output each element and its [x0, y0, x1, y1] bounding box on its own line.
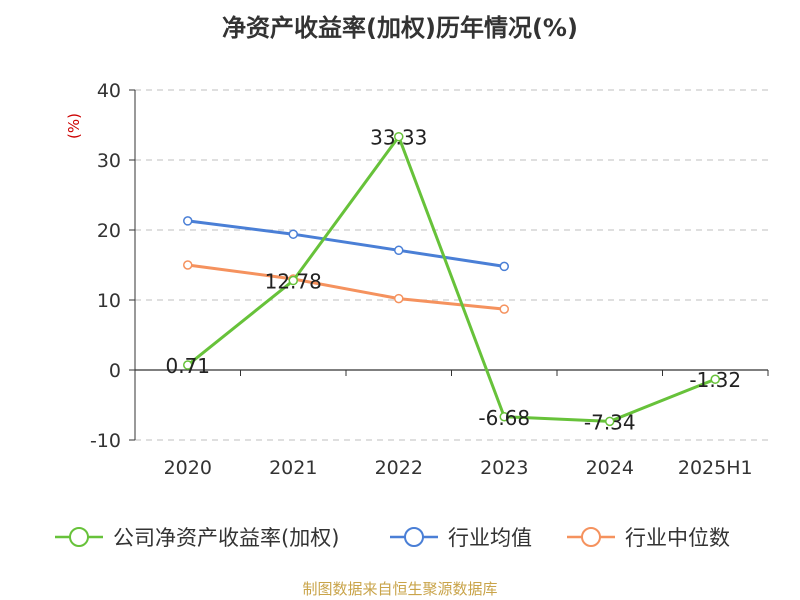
data-label: 33.33	[370, 126, 427, 150]
y-tick-label: 0	[109, 360, 121, 382]
data-point	[605, 416, 615, 427]
data-label: -6.68	[478, 406, 530, 430]
legend-swatch-marker	[69, 527, 89, 547]
series-line	[186, 135, 716, 423]
y-axis-label: (%)	[65, 113, 83, 139]
data-point	[710, 374, 720, 384]
axes: -10 0 10 20 30 40 2020 2021 2022 2023 2024 2025H1 (%…	[65, 80, 769, 479]
data-point	[288, 275, 298, 286]
legend-label[interactable]: 行业中位数	[625, 526, 730, 550]
data-point	[183, 360, 193, 370]
chart-title: 净资产收益率(加权)历年情况(%)	[222, 14, 578, 42]
legend-label[interactable]: 公司净资产收益率(加权)	[113, 526, 339, 550]
data-point	[288, 229, 298, 239]
series-line	[187, 219, 505, 268]
data-point	[499, 261, 509, 272]
y-tick-label: -10	[90, 430, 121, 452]
y-tick-label: 30	[97, 150, 121, 172]
data-label: 12.78	[265, 270, 322, 294]
grid-lines	[135, 89, 768, 441]
source-note: 制图数据来自恒生聚源数据库	[302, 580, 498, 598]
data-point	[183, 216, 193, 226]
data-point	[499, 412, 509, 422]
y-tick-label: 40	[97, 80, 121, 102]
data-labels: 0.71 12.78 33.33 -6.68 -7.34 -1.32	[165, 126, 741, 435]
x-tick-label: 2025H1	[678, 457, 753, 479]
x-tick-label: 2020	[164, 457, 212, 479]
x-tick-label: 2021	[269, 457, 317, 479]
data-point	[394, 131, 404, 142]
data-label: -1.32	[689, 368, 741, 392]
data-label: 0.71	[165, 354, 210, 378]
x-tick-label: 2023	[480, 457, 528, 479]
data-point	[183, 260, 193, 270]
data-label: -7.34	[584, 410, 636, 434]
y-tick-label: 10	[97, 290, 121, 312]
legend-swatch-marker	[404, 527, 424, 547]
legend-label[interactable]: 行业均值	[448, 526, 532, 550]
data-point	[499, 304, 509, 314]
x-tick-label: 2022	[375, 457, 423, 479]
legend: 公司净资产收益率(加权) 行业均值 行业中位数	[55, 526, 730, 550]
legend-swatch-marker	[581, 527, 601, 547]
series-line	[187, 263, 505, 311]
series-layer	[183, 131, 720, 427]
data-point	[394, 245, 404, 256]
y-tick-label: 20	[97, 220, 121, 242]
data-point	[394, 293, 404, 304]
x-tick-label: 2024	[586, 457, 634, 479]
